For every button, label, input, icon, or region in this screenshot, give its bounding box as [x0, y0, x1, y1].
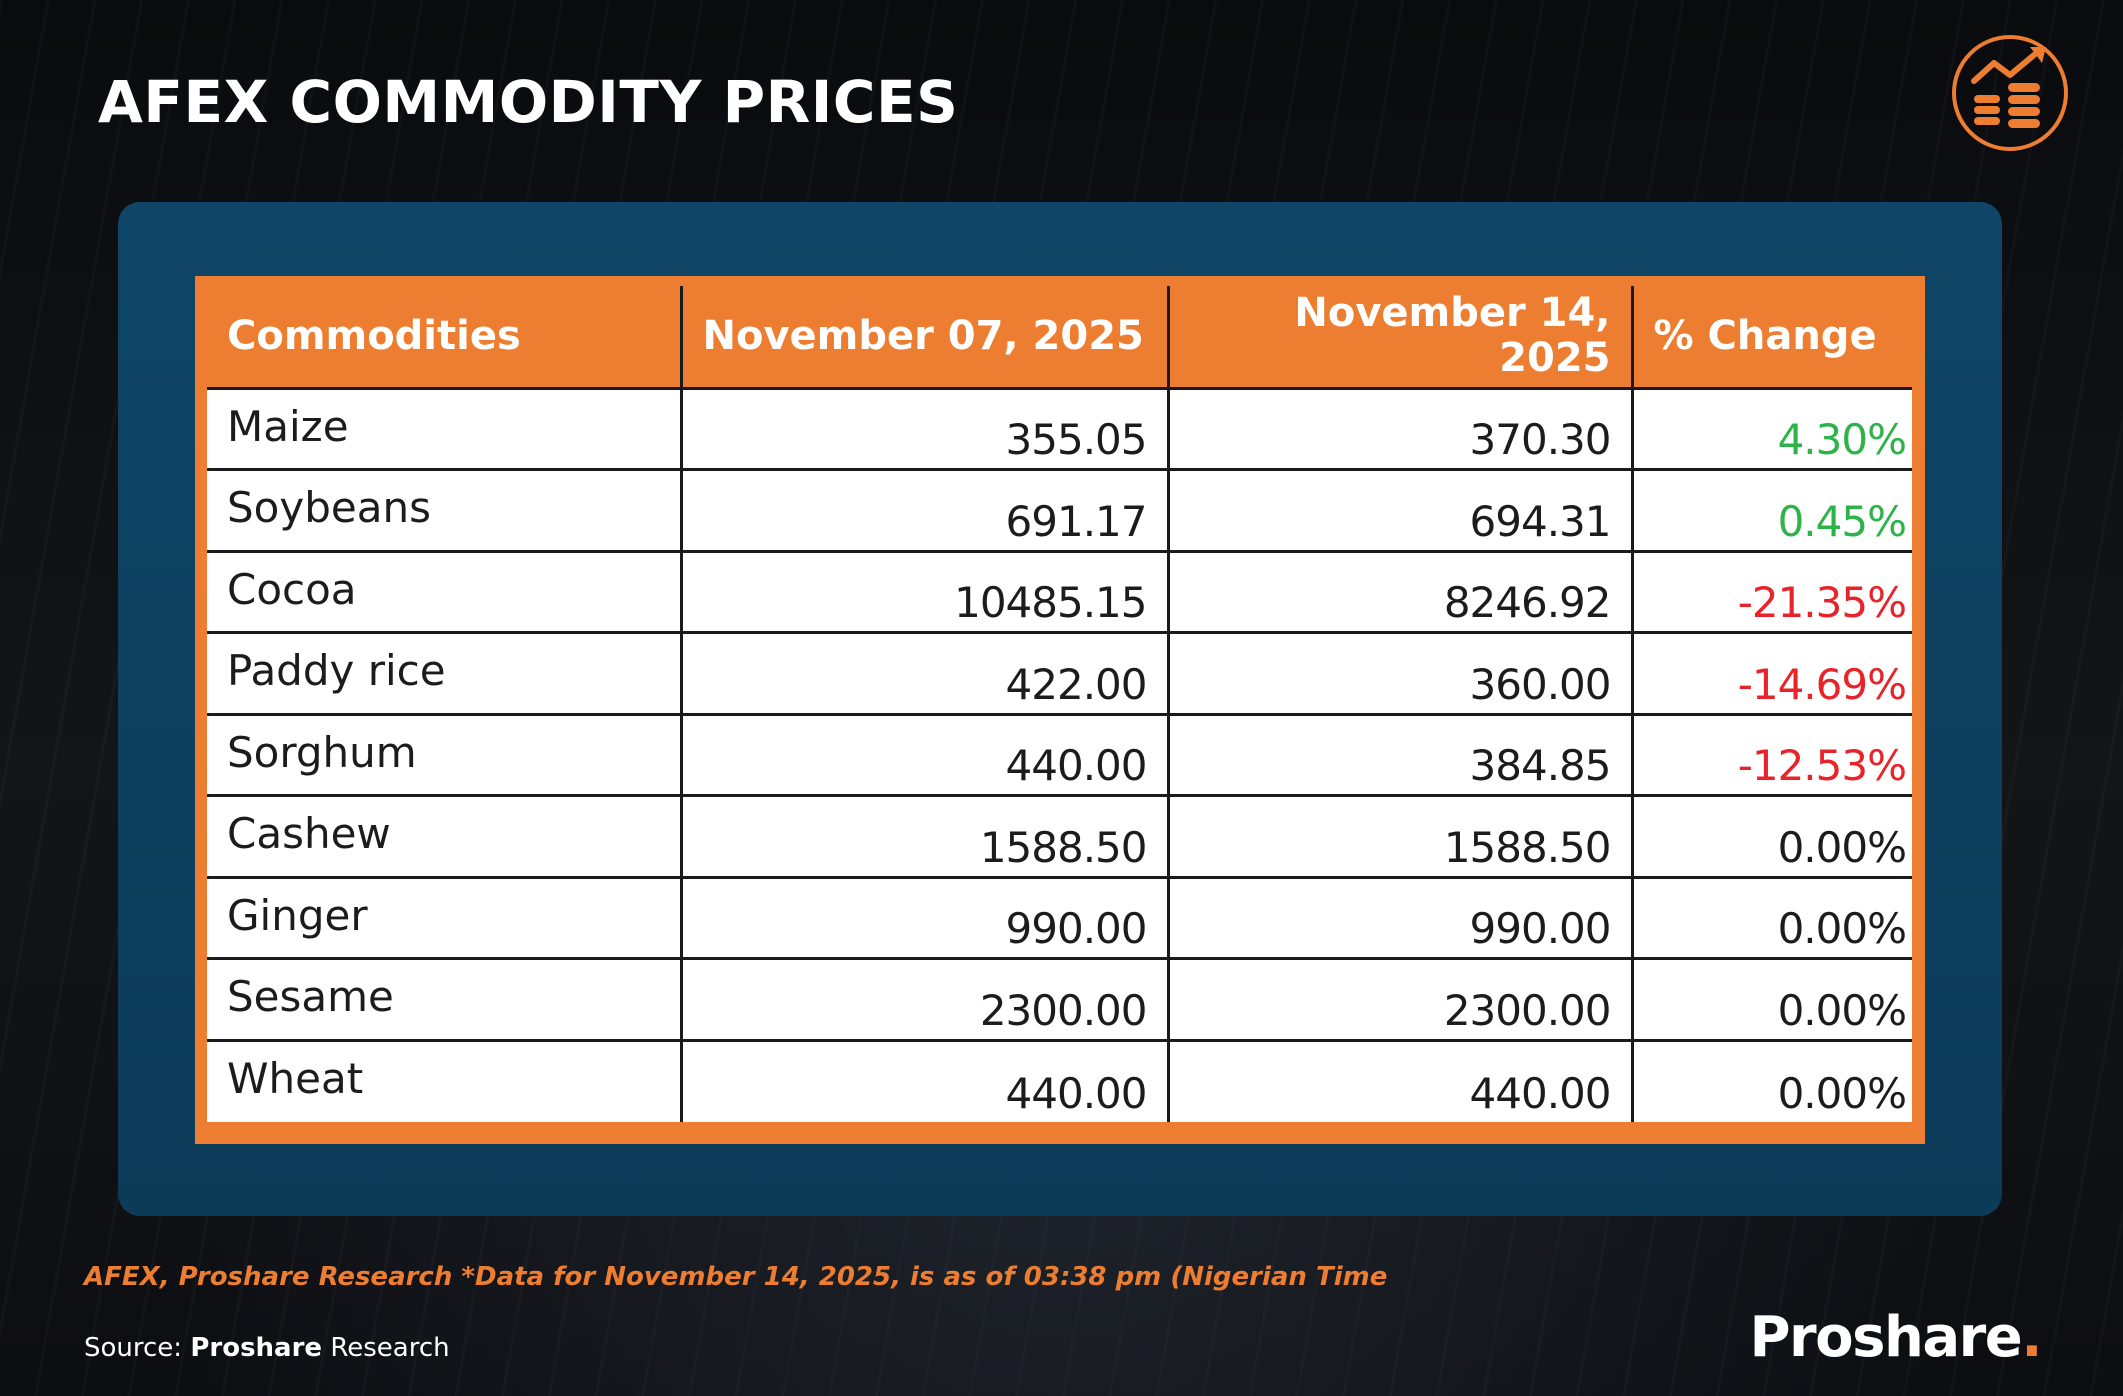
page-title: AFEX COMMODITY PRICES — [98, 68, 959, 136]
table-header-row: Commodities November 07, 2025 November 1… — [207, 286, 1912, 390]
price-nov14: 694.31 — [1168, 469, 1634, 553]
commodity-name: Wheat — [207, 1040, 683, 1122]
table-row: Cashew 1588.50 1588.50 0.00% — [207, 795, 1912, 879]
header-date-nov14-line2: 2025 — [1499, 335, 1611, 382]
commodity-name: Cocoa — [207, 551, 683, 634]
price-nov14: 370.30 — [1168, 388, 1634, 471]
percent-change: 0.00% — [1632, 795, 1912, 879]
commodity-name: Cashew — [207, 795, 683, 879]
commodity-name: Ginger — [207, 877, 683, 960]
percent-change: 0.00% — [1632, 1040, 1912, 1122]
price-table: Commodities November 07, 2025 November 1… — [207, 286, 1912, 1122]
brand-logo: Proshare. — [1749, 1305, 2043, 1370]
table-row: Soybeans 691.17 694.31 0.45% — [207, 469, 1912, 553]
percent-change: -12.53% — [1632, 714, 1912, 797]
percent-change: -21.35% — [1632, 551, 1912, 634]
header-commodities: Commodities — [207, 286, 683, 390]
price-nov14: 8246.92 — [1168, 551, 1634, 634]
commodity-name: Maize — [207, 388, 683, 471]
table-body: Maize 355.05 370.30 4.30% Soybeans 691.17 694.… — [207, 388, 1912, 1122]
price-nov07: 2300.00 — [681, 958, 1170, 1042]
percent-change: 0.00% — [1632, 958, 1912, 1042]
price-nov07: 1588.50 — [681, 795, 1170, 879]
price-nov14: 360.00 — [1168, 632, 1634, 716]
source-label: Source: — [84, 1333, 191, 1363]
price-table-frame: Commodities November 07, 2025 November 1… — [195, 276, 1925, 1144]
price-nov14: 440.00 — [1168, 1040, 1634, 1122]
percent-change: 0.00% — [1632, 877, 1912, 960]
price-nov14: 384.85 — [1168, 714, 1634, 797]
price-nov14: 1588.50 — [1168, 795, 1634, 879]
source-suffix: Research — [322, 1333, 450, 1363]
commodity-name: Paddy rice — [207, 632, 683, 716]
source-line: Source: Proshare Research — [84, 1333, 450, 1363]
price-nov07: 440.00 — [681, 714, 1170, 797]
price-nov07: 422.00 — [681, 632, 1170, 716]
commodity-name: Soybeans — [207, 469, 683, 553]
percent-change: 4.30% — [1632, 388, 1912, 471]
header-date-nov14: November 14, 2025 — [1168, 286, 1634, 390]
brand-name: Proshare — [1749, 1305, 2023, 1370]
percent-change: -14.69% — [1632, 632, 1912, 716]
header-date-nov14-line1: November 14, — [1294, 290, 1611, 337]
price-nov14: 990.00 — [1168, 877, 1634, 960]
header-date-nov07: November 07, 2025 — [681, 286, 1170, 390]
table-row: Cocoa 10485.15 8246.92 -21.35% — [207, 551, 1912, 634]
data-note: AFEX, Proshare Research *Data for Novemb… — [84, 1262, 1388, 1292]
price-nov07: 990.00 — [681, 877, 1170, 960]
source-name: Proshare — [190, 1333, 323, 1363]
header-change: % Change — [1632, 286, 1912, 390]
table-row: Paddy rice 422.00 360.00 -14.69% — [207, 632, 1912, 716]
price-nov07: 10485.15 — [681, 551, 1170, 634]
brand-dot: . — [2021, 1305, 2042, 1370]
price-nov07: 691.17 — [681, 469, 1170, 553]
table-row: Wheat 440.00 440.00 0.00% — [207, 1040, 1912, 1122]
table-row: Sesame 2300.00 2300.00 0.00% — [207, 958, 1912, 1042]
table-row: Ginger 990.00 990.00 0.00% — [207, 877, 1912, 960]
table-row: Sorghum 440.00 384.85 -12.53% — [207, 714, 1912, 797]
price-nov07: 355.05 — [681, 388, 1170, 471]
price-nov07: 440.00 — [681, 1040, 1170, 1122]
commodity-name: Sesame — [207, 958, 683, 1042]
coins-growth-icon — [1952, 35, 2068, 151]
commodity-name: Sorghum — [207, 714, 683, 797]
table-row: Maize 355.05 370.30 4.30% — [207, 388, 1912, 471]
price-nov14: 2300.00 — [1168, 958, 1634, 1042]
percent-change: 0.45% — [1632, 469, 1912, 553]
